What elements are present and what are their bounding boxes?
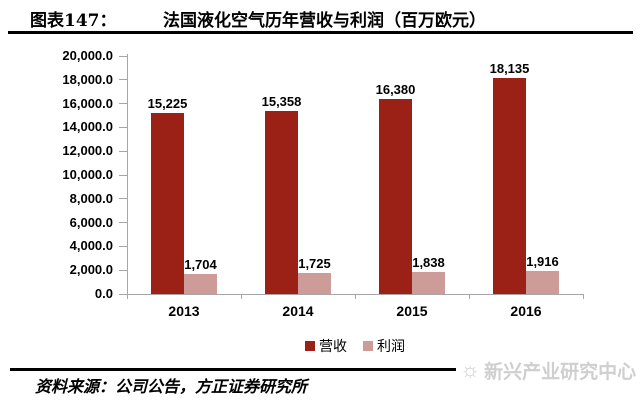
y-axis-tick-mark	[119, 126, 127, 128]
header-divider	[8, 31, 633, 34]
y-axis-tick-label: 4,000.0	[69, 238, 113, 254]
profit-bar-2013	[184, 273, 217, 294]
x-axis-tick-mark	[469, 294, 470, 299]
x-axis-tick-mark	[241, 294, 242, 299]
legend-label-profit: 利润	[377, 338, 405, 354]
y-axis-tick-mark	[119, 174, 127, 176]
watermark-text: 新兴产业研究中心	[484, 361, 637, 383]
y-axis-tick-label: 18,000.0	[62, 71, 113, 87]
y-axis-tick-mark	[119, 79, 127, 81]
source-text: 资料来源：公司公告，方正证券研究所	[35, 377, 308, 396]
x-axis-category-label: 2016	[510, 303, 542, 319]
profit-value-label-2015: 1,838	[412, 255, 445, 271]
profit-value-label-2013: 1,704	[184, 256, 217, 272]
x-axis-tick-mark	[127, 294, 128, 299]
y-axis-line	[127, 54, 128, 295]
y-axis-tick-mark	[119, 269, 127, 271]
y-axis-tick-label: 6,000.0	[69, 214, 113, 230]
figure-title: 法国液化空气历年营收与利润（百万欧元）	[163, 11, 486, 31]
legend-swatch-profit	[363, 341, 373, 351]
profit-value-label-2014: 1,725	[298, 256, 331, 272]
y-axis-tick-mark	[119, 55, 127, 57]
profit-bar-2014	[298, 273, 331, 294]
y-axis-tick-label: 20,000.0	[62, 48, 113, 63]
profit-bar-2015	[412, 272, 445, 294]
figure-header: 图表147： 法国液化空气历年营收与利润（百万欧元）	[0, 4, 640, 31]
profit-value-label-2016: 1,916	[526, 254, 559, 270]
x-axis-category-label: 2015	[396, 303, 428, 319]
revenue-bar-2013	[151, 112, 184, 294]
legend-label-revenue: 营收	[319, 338, 347, 354]
revenue-bar-2015	[379, 99, 412, 294]
y-axis-tick-label: 10,000.0	[62, 167, 113, 182]
y-axis-tick-label: 0.0	[94, 286, 113, 301]
y-axis-tick-label: 2,000.0	[69, 262, 113, 278]
footer-divider	[10, 368, 618, 371]
x-axis-category-label: 2013	[168, 303, 200, 319]
y-axis-tick-mark	[119, 293, 127, 295]
chart-legend: 营收 利润	[127, 336, 583, 356]
revenue-value-label-2016: 18,135	[489, 61, 530, 77]
profit-bar-2016	[526, 271, 559, 294]
y-axis-tick-label: 14,000.0	[62, 119, 113, 135]
watermark-logo-icon: ☼	[460, 357, 481, 382]
x-axis-tick-mark	[583, 294, 584, 299]
y-axis-tick-label: 8,000.0	[69, 190, 113, 206]
y-axis-tick-label: 12,000.0	[62, 143, 113, 159]
watermark: ☼ 新兴产业研究中心	[456, 357, 640, 383]
revenue-bar-2014	[265, 111, 298, 294]
y-axis-tick-mark	[119, 222, 127, 224]
y-axis-tick-mark	[119, 103, 127, 105]
legend-swatch-revenue	[305, 341, 315, 351]
revenue-value-label-2014: 15,358	[261, 94, 302, 110]
y-axis-tick-label: 16,000.0	[62, 95, 113, 111]
x-axis-category-label: 2014	[282, 303, 314, 319]
figure-number: 图表147：	[30, 11, 117, 31]
legend-item-profit: 利润	[363, 336, 405, 356]
y-axis-tick-mark	[119, 150, 127, 152]
revenue-value-label-2013: 15,225	[147, 95, 188, 111]
x-axis-tick-mark	[355, 294, 356, 299]
y-axis-tick-mark	[119, 198, 127, 200]
revenue-bar-2016	[493, 78, 526, 294]
y-axis-tick-mark	[119, 245, 127, 247]
revenue-value-label-2015: 16,380	[375, 82, 416, 98]
legend-item-revenue: 营收	[305, 336, 347, 356]
